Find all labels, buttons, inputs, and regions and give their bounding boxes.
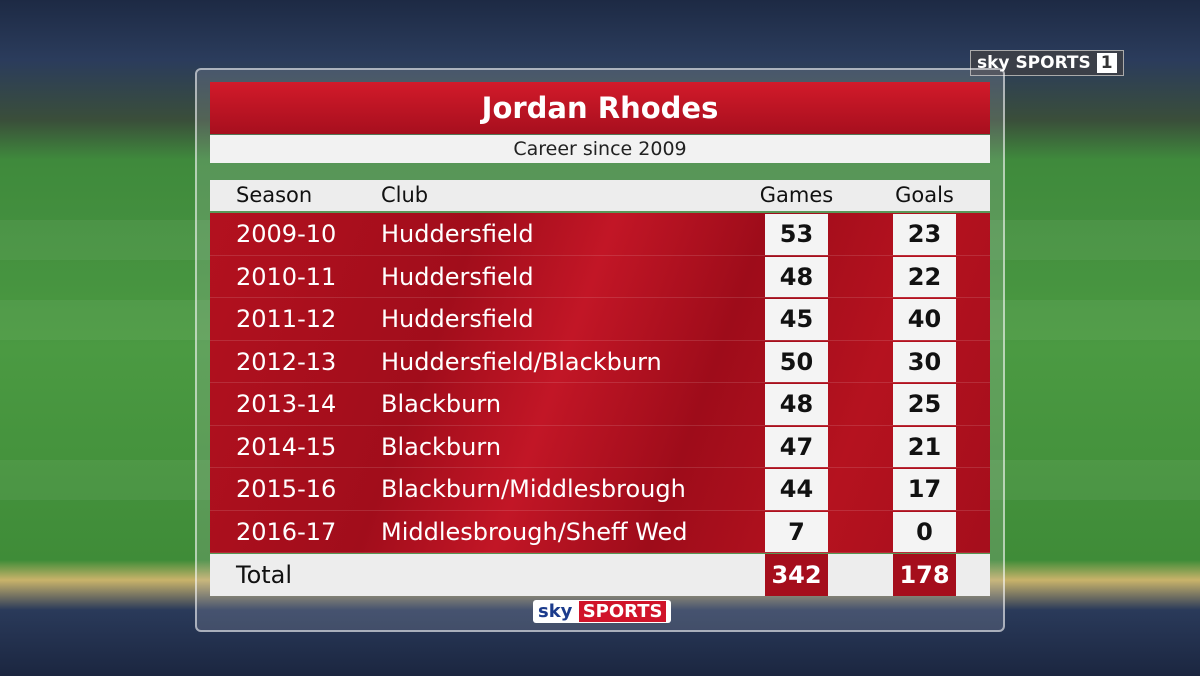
club: Huddersfield/Blackburn	[381, 347, 662, 376]
total-cell-bg	[765, 554, 828, 596]
number-cell-bg	[893, 426, 956, 467]
goals: 40	[907, 305, 942, 333]
goals: 25	[907, 390, 942, 418]
goals: 30	[907, 347, 942, 376]
row-divider	[210, 552, 990, 553]
number-cell-bg	[893, 256, 956, 297]
season: 2009-10	[236, 220, 337, 248]
rows-bg	[210, 213, 990, 553]
club: Huddersfield	[381, 262, 534, 291]
number-cell-bg	[765, 214, 828, 255]
row-divider	[210, 297, 990, 298]
logo-sky: sky	[538, 601, 573, 622]
bottom-logo: sky SPORTS	[533, 600, 672, 623]
season: 2013-14	[236, 390, 337, 418]
games: 47	[779, 432, 814, 461]
total-row	[210, 554, 990, 596]
season: 2011-12	[236, 305, 337, 333]
goals: 17	[907, 475, 942, 503]
games: 48	[779, 390, 814, 418]
total-label: Total	[236, 561, 293, 589]
goals: 21	[907, 432, 942, 461]
column-header: Goals	[895, 183, 954, 207]
column-header: Club	[381, 183, 429, 207]
row-divider	[210, 382, 990, 383]
number-cell-bg	[893, 341, 956, 382]
games: 50	[779, 347, 814, 376]
games: 48	[779, 262, 814, 291]
games: 44	[779, 475, 814, 503]
club: Middlesbrough/Sheff Wed	[381, 517, 688, 546]
row-divider	[210, 254, 990, 256]
number-cell-bg	[893, 469, 956, 510]
season: 2015-16	[236, 475, 337, 503]
number-cell-bg	[765, 256, 828, 297]
total-goals: 178	[899, 561, 950, 589]
number-cell-bg	[765, 299, 828, 340]
column-header: Games	[759, 183, 834, 207]
club: Blackburn	[381, 390, 502, 418]
games: 53	[779, 220, 814, 248]
goals: 22	[907, 262, 942, 291]
season: 2012-13	[236, 347, 337, 376]
season: 2016-17	[236, 517, 337, 546]
number-cell-bg	[893, 299, 956, 340]
club: Huddersfield	[381, 305, 534, 333]
total-cell-bg	[893, 554, 956, 596]
number-cell-bg	[893, 214, 956, 255]
number-cell-bg	[765, 511, 828, 552]
column-header: Season	[236, 183, 313, 207]
club: Blackburn	[381, 432, 502, 461]
logo-sports: SPORTS	[1015, 53, 1091, 73]
logo-sports: SPORTS	[578, 601, 667, 622]
row-divider	[210, 339, 990, 341]
number-cell-bg	[765, 341, 828, 382]
number-cell-bg	[765, 469, 828, 510]
number-cell-bg	[893, 511, 956, 552]
goals: 23	[907, 220, 942, 248]
goals: 0	[916, 517, 933, 546]
title: Jordan Rhodes	[210, 82, 990, 134]
number-cell-bg	[765, 384, 828, 425]
subtitle: Career since 2009	[210, 135, 990, 163]
season: 2010-11	[236, 262, 337, 291]
club: Blackburn/Middlesbrough	[381, 475, 686, 503]
games: 45	[779, 305, 814, 333]
header-row	[210, 180, 990, 211]
games: 7	[788, 517, 805, 546]
season: 2014-15	[236, 432, 337, 461]
channel-logo: sky SPORTS 1	[970, 50, 1124, 76]
number-cell-bg	[893, 384, 956, 425]
club: Huddersfield	[381, 220, 534, 248]
logo-channel: 1	[1096, 53, 1117, 73]
row-divider	[210, 509, 990, 511]
row-divider	[210, 424, 990, 426]
row-divider	[210, 467, 990, 468]
total-games: 342	[771, 561, 822, 589]
number-cell-bg	[765, 426, 828, 467]
